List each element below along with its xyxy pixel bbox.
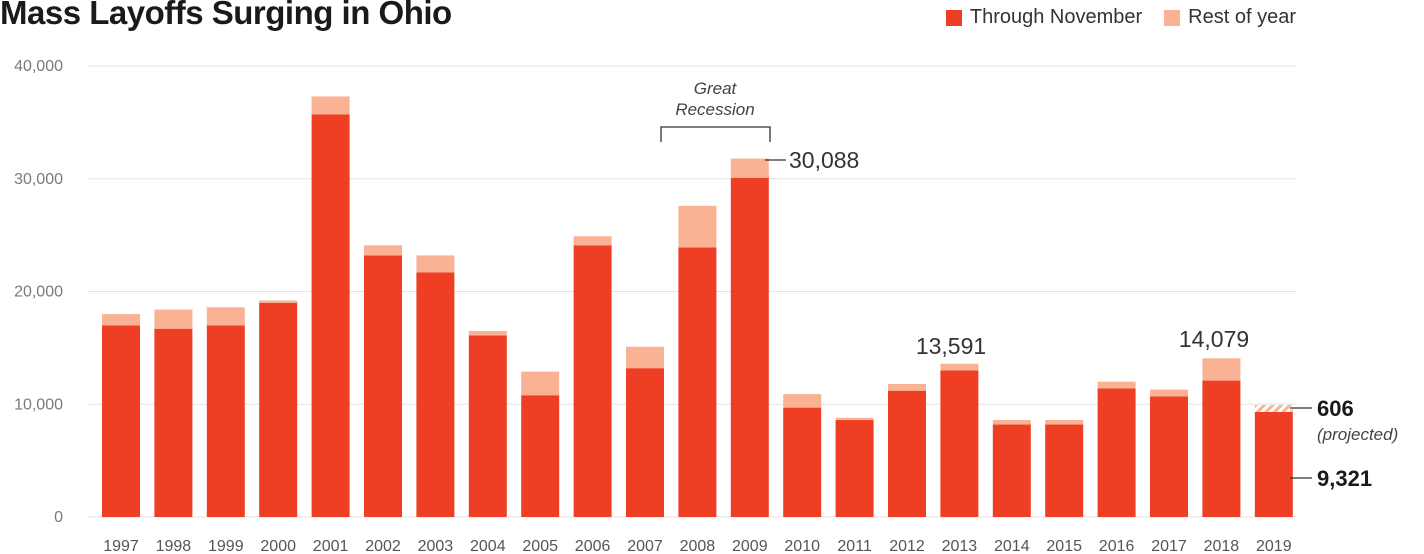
- x-tick-label: 2018: [1204, 538, 1240, 554]
- bar-rest-of-year: [1045, 420, 1084, 425]
- label-2019-projected-note: (projected): [1317, 425, 1398, 444]
- bar-through-november: [1254, 411, 1293, 517]
- bar-rest-of-year: [259, 300, 298, 303]
- bar-through-november: [678, 247, 717, 517]
- legend: Through November Rest of year: [924, 6, 1296, 29]
- great-recession-bracket: [660, 126, 771, 142]
- bar-rest-of-year: [206, 307, 245, 326]
- bar-through-november: [573, 245, 612, 517]
- bar-through-november: [1150, 396, 1188, 517]
- bar-through-november: [259, 302, 298, 517]
- great-recession-label-line2: Recession: [675, 100, 754, 119]
- legend-swatch-through-november: [945, 9, 962, 26]
- bar-through-november: [730, 177, 769, 517]
- chart-title: Mass Layoffs Surging in Ohio: [0, 0, 452, 31]
- label-2013-value: 13,591: [916, 333, 986, 359]
- y-tick-label: 0: [54, 509, 63, 526]
- annotation-layer: Great Recession 30,088 13,591 14,079 606…: [660, 79, 1398, 491]
- y-tick-label: 20,000: [14, 284, 63, 301]
- legend-label-through-november: Through November: [969, 6, 1143, 28]
- bar-rest-of-year: [416, 255, 455, 273]
- bar-rest-of-year: [678, 205, 717, 248]
- x-tick-label: 2006: [575, 538, 611, 554]
- bar-through-november: [154, 328, 193, 517]
- bar-through-november: [940, 370, 979, 517]
- x-tick-label: 2004: [470, 538, 506, 554]
- bar-rest-of-year: [835, 417, 874, 421]
- x-tick-label: 2013: [942, 538, 978, 554]
- label-2019-value: 9,321: [1317, 466, 1372, 491]
- label-2018-value: 14,079: [1179, 326, 1249, 352]
- x-tick-label: 2001: [313, 538, 349, 554]
- bar-rest-of-year: [888, 383, 926, 391]
- x-tick-label: 2000: [260, 538, 296, 554]
- x-tick-label: 1997: [103, 538, 139, 554]
- bar-through-november: [468, 335, 507, 517]
- x-tick-label: 2017: [1151, 538, 1187, 554]
- legend-label-rest-of-year: Rest of year: [1188, 6, 1296, 28]
- bar-rest-of-year: [1254, 405, 1293, 412]
- bar-rest-of-year: [940, 363, 979, 371]
- bar-through-november: [311, 114, 350, 518]
- x-tick-label: 2002: [365, 538, 401, 554]
- y-tick-label: 10,000: [14, 396, 63, 413]
- x-tick-label: 2007: [627, 538, 663, 554]
- bar-through-november: [1045, 424, 1084, 517]
- x-tick-label: 1998: [156, 538, 192, 554]
- bar-through-november: [416, 272, 455, 517]
- bar-rest-of-year: [573, 236, 612, 246]
- bar-rest-of-year: [521, 371, 560, 396]
- bar-through-november: [102, 325, 140, 517]
- x-tick-label: 1999: [208, 538, 244, 554]
- bar-rest-of-year: [992, 420, 1031, 425]
- legend-swatch-rest-of-year: [1164, 9, 1181, 26]
- bar-through-november: [206, 325, 245, 517]
- bar-rest-of-year: [1202, 358, 1241, 381]
- x-tick-label: 2014: [994, 538, 1030, 554]
- bar-rest-of-year: [626, 346, 664, 369]
- bar-rest-of-year: [102, 314, 140, 326]
- y-tick-label: 30,000: [14, 171, 63, 188]
- bar-through-november: [364, 255, 402, 518]
- great-recession-label-line1: Great: [694, 79, 738, 98]
- bar-through-november: [626, 368, 664, 517]
- bar-rest-of-year: [1150, 389, 1188, 397]
- bar-through-november: [521, 395, 560, 517]
- x-tick-label: 2016: [1099, 538, 1135, 554]
- bar-rest-of-year: [364, 245, 402, 256]
- label-2009-value: 30,088: [789, 147, 859, 173]
- bar-through-november: [1202, 380, 1241, 517]
- x-tick-label: 2012: [889, 538, 925, 554]
- x-tick-label: 2011: [837, 538, 872, 554]
- legend-item-through-november: Through November: [945, 6, 1143, 29]
- bar-layer: [102, 96, 1293, 518]
- bar-through-november: [783, 407, 822, 517]
- x-tick-label: 2019: [1256, 538, 1292, 554]
- y-tick-label: 40,000: [14, 58, 63, 75]
- bar-rest-of-year: [468, 330, 507, 336]
- bar-rest-of-year: [783, 394, 822, 408]
- bar-rest-of-year: [1097, 381, 1136, 389]
- bar-through-november: [835, 420, 874, 517]
- x-tick-label: 2009: [732, 538, 768, 554]
- x-tick-label: 2003: [418, 538, 454, 554]
- x-tick-label: 2015: [1046, 538, 1082, 554]
- bar-rest-of-year: [311, 96, 350, 115]
- legend-item-rest-of-year: Rest of year: [1164, 6, 1296, 29]
- bar-rest-of-year: [730, 158, 769, 178]
- bar-through-november: [888, 390, 926, 517]
- x-tick-label: 2008: [680, 538, 716, 554]
- bar-through-november: [992, 424, 1031, 517]
- x-tick-label: 2010: [784, 538, 820, 554]
- bar-through-november: [1097, 388, 1136, 517]
- bar-rest-of-year: [154, 309, 193, 329]
- x-axis: 1997 1998 1999 2000 2001 2002 2003 2004 2005 2006…: [103, 538, 1291, 554]
- x-tick-label: 2005: [522, 538, 558, 554]
- label-2019-projected-value: 606: [1317, 396, 1354, 421]
